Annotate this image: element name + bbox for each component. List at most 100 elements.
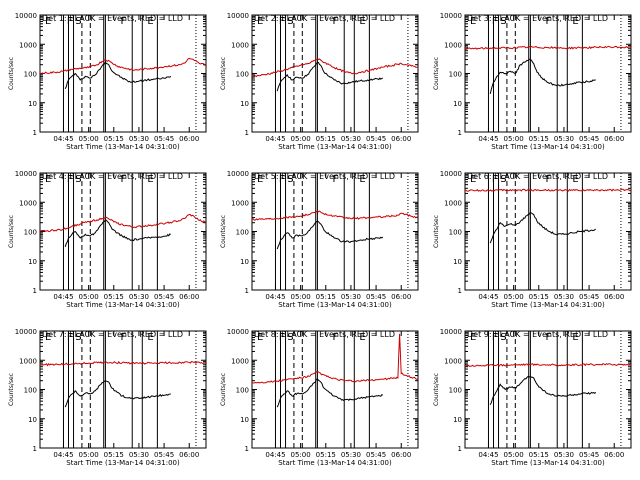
y-tick-label: 1 (245, 287, 249, 295)
x-tick-label: 05:15 (529, 135, 549, 143)
y-tick-label: 100 (24, 71, 37, 79)
y-axis-label: Counts/sec (8, 57, 15, 90)
chart-panel-7: Det 7: BLACK = Events, RED = LLD 1 10 100 10… (8, 328, 207, 467)
interval-marker-label: F (492, 332, 498, 343)
y-axis-label: Counts/sec (433, 373, 440, 406)
interval-marker-label: E (147, 332, 153, 343)
interval-marker-label: F (279, 16, 285, 27)
plot-frame (251, 172, 419, 291)
interval-marker-label: S (500, 332, 506, 343)
interval-marker-label: E (45, 174, 51, 185)
interval-marker-label: F (492, 174, 498, 185)
interval-marker-label: E (572, 16, 578, 27)
interval-marker-label: F (120, 332, 126, 343)
x-tick-label: 05:15 (316, 293, 336, 301)
interval-marker-label: F (120, 174, 126, 185)
y-tick-label: 100 (236, 387, 249, 395)
interval-marker-label: F (67, 174, 73, 185)
y-tick-label: 1 (458, 445, 462, 453)
series-group (40, 214, 206, 247)
x-tick-label: 05:00 (79, 451, 99, 459)
interval-marker-label: F (332, 174, 338, 185)
x-tick-label: 06:00 (604, 135, 624, 143)
x-tick-label: 06:00 (179, 451, 199, 459)
interval-marker-label: S (500, 16, 506, 27)
x-tick-label: 05:45 (579, 293, 599, 301)
lld-series-line (40, 57, 206, 75)
y-tick-label: 1000 (19, 41, 37, 49)
y-tick-label: 1000 (444, 199, 462, 207)
events-series-line (64, 380, 171, 408)
y-tick-label: 10 (453, 100, 462, 108)
interval-marker-label: E (257, 174, 263, 185)
y-axis-label: Counts/sec (433, 215, 440, 248)
x-tick-label: 06:00 (604, 451, 624, 459)
x-tick-label: 06:00 (179, 293, 199, 301)
lld-series-line (40, 214, 206, 233)
interval-marker-label: F (492, 16, 498, 27)
y-tick-label: 1 (458, 129, 462, 137)
x-axis-label: Start Time (13-Mar-14 04:31:00) (66, 143, 180, 151)
interval-marker-label: E (359, 16, 365, 27)
lld-series-line (465, 188, 631, 192)
y-tick-label: 1000 (444, 357, 462, 365)
x-axis-label: Start Time (13-Mar-14 04:31:00) (491, 301, 605, 309)
y-axis-label: Counts/sec (8, 215, 15, 248)
x-axis-label: Start Time (13-Mar-14 04:31:00) (66, 459, 180, 467)
events-series-line (276, 61, 383, 92)
x-tick-label: 05:30 (129, 135, 149, 143)
x-tick-label: 05:30 (129, 451, 149, 459)
interval-marker-label: E (470, 174, 476, 185)
interval-marker-label: S (500, 174, 506, 185)
plot-frame (251, 330, 419, 449)
chart-panel-2: Det 2: BLACK = Events, RED = LLD 1 10 100 10… (220, 12, 419, 151)
interval-marker-label: E (359, 332, 365, 343)
y-tick-label: 10 (28, 100, 37, 108)
x-tick-label: 05:30 (554, 135, 574, 143)
interval-marker-label: F (332, 332, 338, 343)
plot-frame (39, 14, 207, 133)
x-tick-label: 04:45 (265, 135, 285, 143)
x-axis-label: Start Time (13-Mar-14 04:31:00) (491, 459, 605, 467)
x-tick-label: 05:45 (366, 293, 386, 301)
interval-marker-label: S (75, 332, 81, 343)
chart-title: Det 5: BLACK = Events, RED = LLD (254, 172, 395, 181)
x-tick-label: 06:00 (604, 293, 624, 301)
interval-marker-label: E (257, 16, 263, 27)
series-group (465, 45, 631, 95)
interval-marker-label: F (279, 332, 285, 343)
chart-panel-8: Det 8: BLACK = Events, RED = LLD 1 10 100 10… (220, 328, 419, 467)
x-tick-label: 05:15 (316, 451, 336, 459)
interval-marker-label: E (359, 174, 365, 185)
x-tick-label: 05:00 (291, 451, 311, 459)
lld-series-line (252, 58, 418, 78)
y-tick-label: 100 (236, 71, 249, 79)
y-axis-label: Counts/sec (220, 57, 227, 90)
y-tick-label: 10 (28, 258, 37, 266)
y-tick-label: 10000 (15, 12, 37, 20)
x-tick-label: 05:15 (529, 293, 549, 301)
y-axis-label: Counts/sec (220, 373, 227, 406)
series-group (252, 58, 418, 92)
y-tick-label: 10000 (440, 328, 462, 336)
interval-marker-label: F (545, 332, 551, 343)
x-tick-label: 05:45 (366, 451, 386, 459)
y-tick-label: 10000 (227, 12, 249, 20)
y-tick-label: 100 (24, 387, 37, 395)
chart-title: Det 4: BLACK = Events, RED = LLD (42, 172, 183, 181)
y-tick-label: 10 (28, 416, 37, 424)
interval-marker-label: F (67, 332, 73, 343)
y-tick-label: 10 (240, 258, 249, 266)
chart-title: Det 1: BLACK = Events, RED = LLD (42, 14, 183, 23)
plot-frame (39, 330, 207, 449)
x-tick-label: 05:00 (291, 135, 311, 143)
chart-panel-3: Det 3: BLACK = Events, RED = LLD 1 10 100 10… (433, 12, 632, 151)
y-tick-label: 100 (449, 71, 462, 79)
chart-panel-4: Det 4: BLACK = Events, RED = LLD 1 10 100 10… (8, 170, 207, 309)
x-tick-label: 05:15 (104, 293, 124, 301)
plot-frame (464, 330, 632, 449)
x-tick-label: 06:00 (391, 451, 411, 459)
x-tick-label: 05:30 (341, 451, 361, 459)
x-tick-label: 05:00 (291, 293, 311, 301)
